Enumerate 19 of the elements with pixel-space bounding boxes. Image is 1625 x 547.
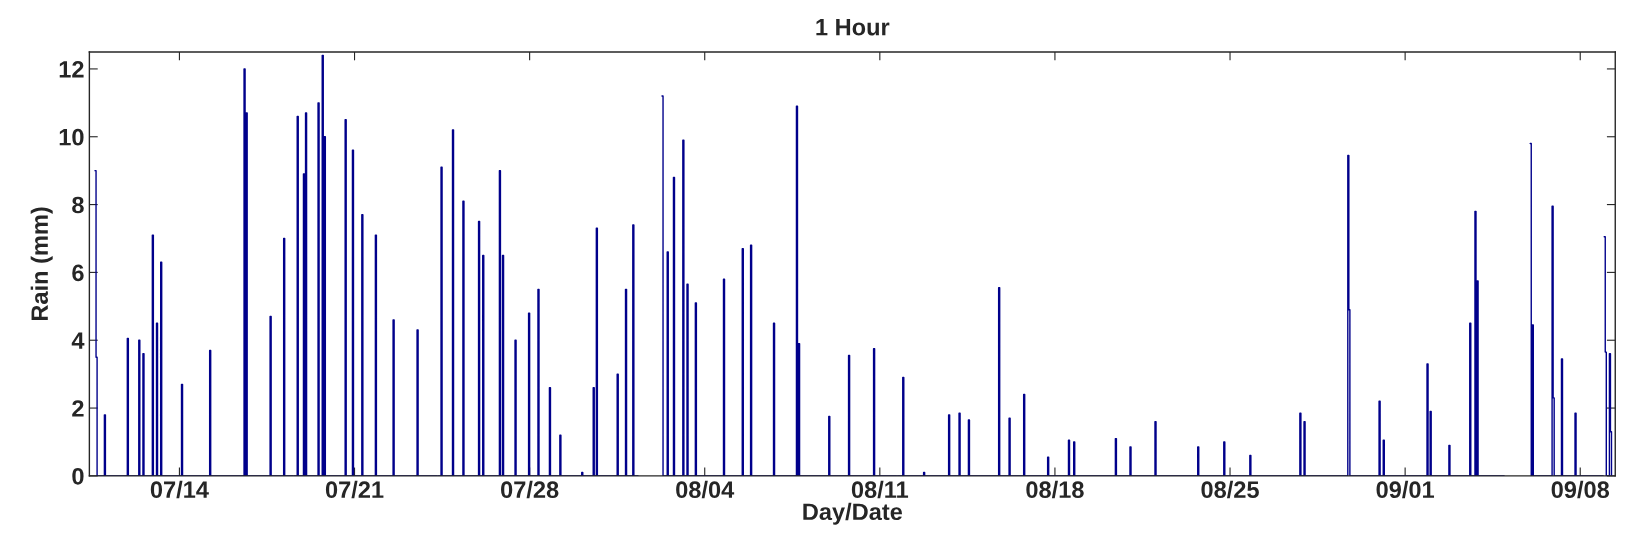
y-tick-label: 8 bbox=[72, 196, 84, 214]
y-tick-label: 0 bbox=[72, 467, 84, 485]
y-tick-label: 4 bbox=[71, 332, 85, 349]
chart-title: 1 Hour bbox=[816, 19, 890, 36]
x-tick-label: 07/21 bbox=[325, 480, 384, 499]
y-axis-title: Rain (mm) bbox=[30, 207, 53, 321]
x-axis-title: Day/Date bbox=[803, 502, 903, 525]
y-tick-label: 6 bbox=[72, 264, 84, 282]
x-tick-label: 07/14 bbox=[150, 480, 209, 499]
x-tick-label: 08/25 bbox=[1201, 480, 1259, 499]
y-tick-label: 10 bbox=[59, 128, 84, 146]
x-tick-label: 07/28 bbox=[501, 480, 559, 499]
x-tick-label: 08/18 bbox=[1026, 480, 1084, 499]
x-tick-label: 09/01 bbox=[1376, 480, 1435, 499]
x-tick-label: 08/04 bbox=[676, 480, 735, 499]
y-tick-label: 2 bbox=[72, 400, 84, 417]
y-tick-label: 12 bbox=[59, 60, 84, 78]
x-tick-label: 09/08 bbox=[1551, 480, 1610, 499]
x-tick-label: 08/11 bbox=[851, 480, 909, 499]
